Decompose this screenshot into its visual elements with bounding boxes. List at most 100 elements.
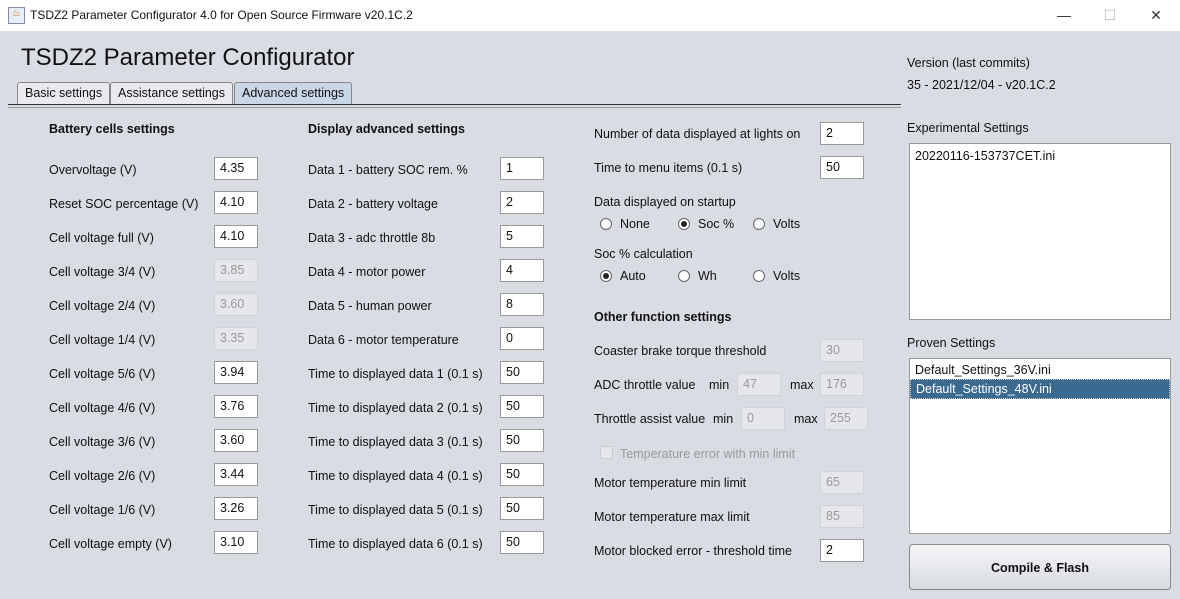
- blocked-label: Motor blocked error - threshold time: [594, 544, 792, 558]
- display-row-input[interactable]: 5: [500, 225, 544, 248]
- display-row-input[interactable]: 50: [500, 429, 544, 452]
- display-row-label: Data 4 - motor power: [308, 265, 426, 279]
- battery-row-input[interactable]: 3.85: [214, 259, 258, 282]
- list-item[interactable]: Default_Settings_36V.ini: [915, 363, 1051, 377]
- display-row-input[interactable]: 1: [500, 157, 544, 180]
- battery-row-label: Cell voltage empty (V): [49, 537, 172, 551]
- minimize-button[interactable]: —: [1057, 7, 1071, 23]
- temp-error-label: Temperature error with min limit: [620, 447, 796, 461]
- display-row-label: Time to displayed data 5 (0.1 s): [308, 503, 483, 517]
- tab-assistance-settings[interactable]: Assistance settings: [110, 82, 233, 104]
- display-row-input[interactable]: 50: [500, 361, 544, 384]
- display-row-label: Data 5 - human power: [308, 299, 432, 313]
- display-row-input[interactable]: 50: [500, 463, 544, 486]
- compile-flash-button[interactable]: Compile & Flash: [909, 544, 1171, 590]
- assist-max-input[interactable]: 255: [824, 407, 868, 430]
- window-title: TSDZ2 Parameter Configurator 4.0 for Ope…: [30, 8, 413, 22]
- display-row-label: Time to displayed data 6 (0.1 s): [308, 537, 483, 551]
- radio-startup-1[interactable]: [678, 218, 690, 230]
- battery-row-label: Cell voltage 3/6 (V): [49, 435, 156, 449]
- display-row-input[interactable]: 50: [500, 497, 544, 520]
- radio-label: Volts: [773, 217, 801, 231]
- adc-max-input[interactable]: 176: [820, 373, 864, 396]
- assist-max-label: max: [794, 412, 818, 426]
- battery-row-input[interactable]: 4.10: [214, 225, 258, 248]
- temp-error-checkbox[interactable]: [600, 446, 613, 459]
- tmax-label: Motor temperature max limit: [594, 510, 750, 524]
- display-row-label: Time to displayed data 4 (0.1 s): [308, 469, 483, 483]
- assist-min-input[interactable]: 0: [741, 407, 785, 430]
- menu-time-input[interactable]: 50: [820, 156, 864, 179]
- assist-min-label: min: [713, 412, 734, 426]
- display-row-label: Data 6 - motor temperature: [308, 333, 459, 347]
- startup-label: Data displayed on startup: [594, 195, 736, 209]
- lights-label: Number of data displayed at lights on: [594, 127, 801, 141]
- battery-row-label: Cell voltage 1/4 (V): [49, 333, 156, 347]
- battery-row-input[interactable]: 4.10: [214, 191, 258, 214]
- display-row-label: Time to displayed data 3 (0.1 s): [308, 435, 483, 449]
- assist-label: Throttle assist value: [594, 412, 706, 426]
- title-bar: ♨ TSDZ2 Parameter Configurator 4.0 for O…: [0, 0, 1180, 32]
- battery-row-input[interactable]: 3.60: [214, 293, 258, 316]
- display-row-input[interactable]: 2: [500, 191, 544, 214]
- other-heading: Other function settings: [594, 310, 732, 324]
- battery-row-input[interactable]: 3.35: [214, 327, 258, 350]
- battery-row-label: Reset SOC percentage (V): [49, 197, 199, 211]
- display-row-input[interactable]: 50: [500, 395, 544, 418]
- experimental-list[interactable]: 20220116-153737CET.ini: [909, 143, 1171, 320]
- list-item[interactable]: 20220116-153737CET.ini: [915, 149, 1056, 163]
- display-row-label: Time to displayed data 2 (0.1 s): [308, 401, 483, 415]
- battery-row-label: Cell voltage 4/6 (V): [49, 401, 156, 415]
- radio-soc-2[interactable]: [753, 270, 765, 282]
- tab-advanced-settings[interactable]: Advanced settings: [234, 82, 353, 105]
- tmax-input[interactable]: 85: [820, 505, 864, 528]
- adc-label: ADC throttle value: [594, 378, 696, 392]
- radio-label: Auto: [620, 269, 646, 283]
- java-icon: ♨: [8, 7, 25, 24]
- coaster-input[interactable]: 30: [820, 339, 864, 362]
- battery-row-input[interactable]: 3.10: [214, 531, 258, 554]
- tmin-input[interactable]: 65: [820, 471, 864, 494]
- display-row-input[interactable]: 4: [500, 259, 544, 282]
- battery-row-input[interactable]: 3.94: [214, 361, 258, 384]
- display-row-label: Time to displayed data 1 (0.1 s): [308, 367, 483, 381]
- display-row-label: Data 2 - battery voltage: [308, 197, 438, 211]
- battery-row-input[interactable]: 4.35: [214, 157, 258, 180]
- display-row-input[interactable]: 8: [500, 293, 544, 316]
- blocked-input[interactable]: 2: [820, 539, 864, 562]
- battery-row-label: Cell voltage 2/4 (V): [49, 299, 156, 313]
- radio-soc-1[interactable]: [678, 270, 690, 282]
- lights-input[interactable]: 2: [820, 122, 864, 145]
- display-row-input[interactable]: 50: [500, 531, 544, 554]
- version-value: 35 - 2021/12/04 - v20.1C.2: [907, 78, 1056, 92]
- radio-label: Volts: [773, 269, 801, 283]
- battery-row-input[interactable]: 3.76: [214, 395, 258, 418]
- radio-startup-2[interactable]: [753, 218, 765, 230]
- soc-label: Soc % calculation: [594, 247, 693, 261]
- display-row-input[interactable]: 0: [500, 327, 544, 350]
- close-button[interactable]: ✕: [1150, 7, 1162, 23]
- tab-basic-settings[interactable]: Basic settings: [17, 82, 111, 104]
- adc-max-label: max: [790, 378, 814, 392]
- tmin-label: Motor temperature min limit: [594, 476, 747, 490]
- coaster-label: Coaster brake torque threshold: [594, 344, 767, 358]
- adc-min-input[interactable]: 47: [737, 373, 781, 396]
- list-item-selected[interactable]: Default_Settings_48V.ini: [910, 379, 1170, 399]
- battery-row-input[interactable]: 3.44: [214, 463, 258, 486]
- proven-list[interactable]: Default_Settings_36V.ini Default_Setting…: [909, 358, 1171, 534]
- radio-label: Wh: [698, 269, 717, 283]
- radio-startup-0[interactable]: [600, 218, 612, 230]
- battery-row-input[interactable]: 3.60: [214, 429, 258, 452]
- display-heading: Display advanced settings: [308, 122, 466, 136]
- radio-soc-0[interactable]: [600, 270, 612, 282]
- experimental-label: Experimental Settings: [907, 121, 1029, 135]
- radio-label: Soc %: [698, 217, 735, 231]
- tab-divider: [8, 107, 901, 108]
- app-title: TSDZ2 Parameter Configurator: [21, 44, 355, 71]
- display-row-label: Data 3 - adc throttle 8b: [308, 231, 436, 245]
- adc-min-label: min: [709, 378, 730, 392]
- battery-row-label: Cell voltage 3/4 (V): [49, 265, 156, 279]
- maximize-button[interactable]: ☐: [1103, 7, 1117, 23]
- battery-row-label: Cell voltage 1/6 (V): [49, 503, 156, 517]
- battery-row-input[interactable]: 3.26: [214, 497, 258, 520]
